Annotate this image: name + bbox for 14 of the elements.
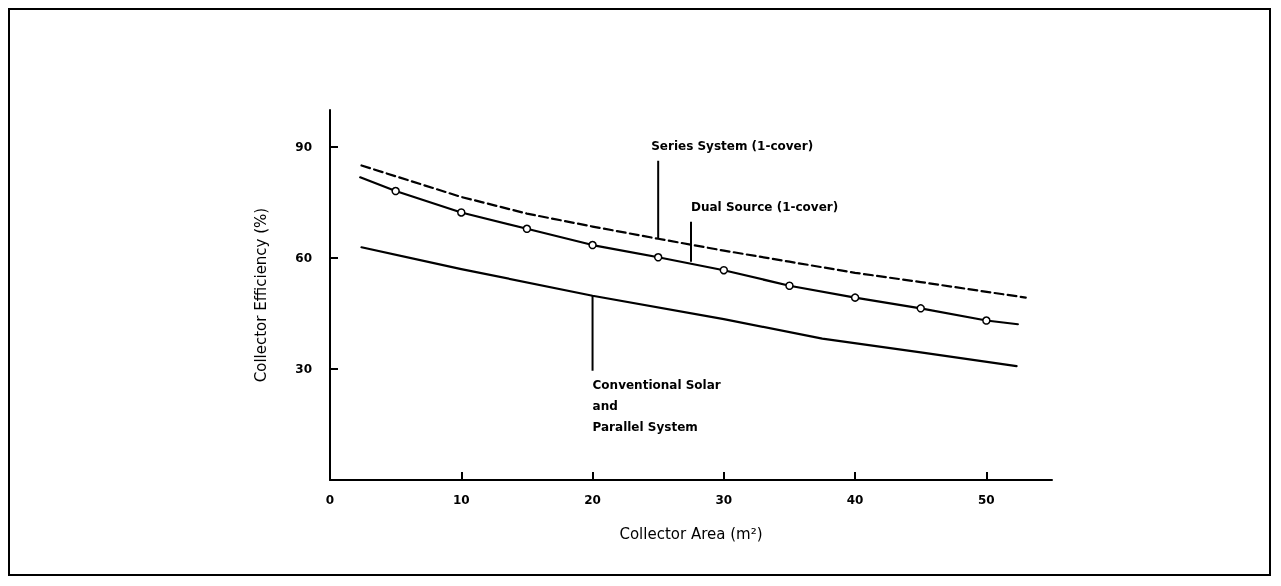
y-tick-label: 90 <box>295 140 312 154</box>
x-tick-label: 30 <box>715 493 733 507</box>
x-tick-label: 0 <box>325 493 335 507</box>
y-axis-title: Collector Efficiency (%) <box>251 207 270 383</box>
x-tick-label: 10 <box>452 493 470 507</box>
x-tick-label: 50 <box>978 493 995 507</box>
x-axis-title: Collector Area (m²) <box>619 524 763 543</box>
annotation: Conventional Solar and Parallel System <box>592 378 721 435</box>
x-tick-label: 40 <box>846 493 864 507</box>
annotation: Series System (1-cover) <box>651 139 814 154</box>
y-tick-label: 30 <box>295 362 312 376</box>
x-tick-label: 20 <box>584 493 601 507</box>
annotation: Dual Source (1-cover) <box>691 200 839 215</box>
y-tick-label: 60 <box>295 251 312 265</box>
